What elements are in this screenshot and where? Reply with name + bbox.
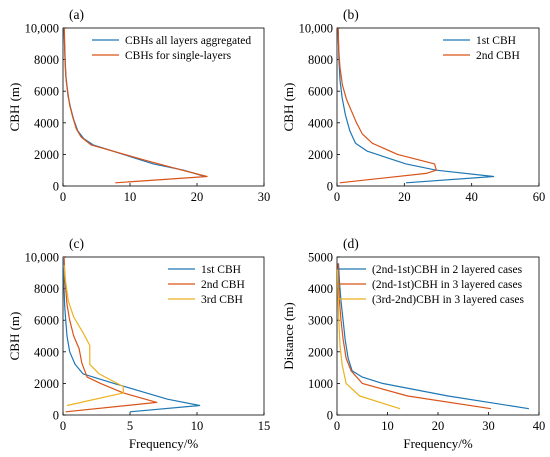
x-axis-label: Frequency/%: [403, 436, 472, 451]
legend-label-1: CBHs all layers aggregated: [125, 35, 251, 47]
series-line-2: [337, 263, 492, 410]
y-tick-label: 6000: [34, 314, 59, 328]
legend-label-3: (3rd-2nd)CBH in 3 layered cases: [372, 294, 525, 306]
y-tick-label: 4000: [308, 116, 333, 130]
y-tick-label: 3000: [308, 314, 333, 328]
y-tick-label: 10,000: [25, 22, 59, 36]
x-tick-label: 20: [398, 190, 411, 204]
y-tick-label: 0: [327, 180, 333, 194]
y-tick-label: 8000: [34, 53, 59, 67]
y-tick-label: 4000: [34, 345, 59, 359]
x-tick-label: 0: [334, 419, 340, 433]
plot-frame: [62, 27, 265, 187]
x-tick-label: 10: [191, 419, 204, 433]
x-tick-label: 60: [533, 190, 546, 204]
chart-panel-1: 0 10 20 30 0 2000 4000 6000 8000 10,000 (a) CBH (m)…: [7, 7, 270, 204]
y-tick-label: 2000: [308, 148, 333, 162]
x-tick-label: 20: [191, 190, 204, 204]
y-axis-label: Distance (m): [281, 302, 296, 370]
series-line-1: [337, 263, 529, 410]
chart-panel-2: 0 20 40 60 0 2000 4000 6000 8000 10,000 (b) CBH (m)…: [281, 7, 545, 204]
y-tick-label: 2000: [308, 345, 333, 359]
legend-label-2: CBHs for single-layers: [125, 50, 232, 62]
plot-frame: [62, 256, 265, 416]
series-line-2: [337, 27, 437, 184]
y-tick-label: 10,000: [25, 251, 59, 265]
y-tick-label: 2000: [34, 148, 59, 162]
x-tick-label: 15: [258, 419, 271, 433]
y-tick-label: 10,000: [299, 22, 333, 36]
y-axis-label: CBH (m): [281, 83, 296, 132]
y-tick-label: 0: [327, 409, 333, 423]
x-tick-label: 40: [533, 419, 546, 433]
y-tick-label: 8000: [308, 53, 333, 67]
series-line-1: [62, 256, 201, 413]
panel-label: (a): [69, 7, 84, 22]
y-tick-label: 1000: [308, 377, 333, 391]
y-tick-label: 0: [53, 180, 59, 194]
y-tick-label: 6000: [308, 85, 333, 99]
panel-label: (d): [343, 236, 359, 251]
legend-label-2: (2nd-1st)CBH in 3 layered cases: [372, 279, 523, 291]
legend-label-2: 2nd CBH: [201, 279, 245, 291]
panel-label: (b): [343, 7, 359, 22]
legend-label-1: 1st CBH: [201, 264, 241, 276]
x-tick-label: 30: [258, 190, 271, 204]
x-tick-label: 5: [127, 419, 133, 433]
y-tick-label: 6000: [34, 85, 59, 99]
x-tick-label: 10: [124, 190, 137, 204]
series-line-2: [63, 256, 158, 413]
y-axis-label: CBH (m): [7, 83, 22, 132]
legend-label-3: 3rd CBH: [201, 294, 243, 306]
legend-label-2: 2nd CBH: [476, 50, 520, 62]
x-tick-label: 0: [60, 190, 66, 204]
series-line-3: [63, 264, 124, 407]
chart-panel-3: 0 5 10 15 0 2000 4000 6000 8000 10,000 (c) CBH (m) F…: [7, 236, 270, 451]
series-line-1: [337, 27, 495, 184]
y-tick-label: 4000: [34, 116, 59, 130]
panel-label: (c): [69, 236, 84, 251]
series-line-3: [336, 269, 401, 410]
x-tick-label: 40: [465, 190, 478, 204]
y-tick-label: 8000: [34, 282, 59, 296]
legend-label-1: (2nd-1st)CBH in 2 layered cases: [372, 264, 523, 276]
legend-label-1: 1st CBH: [476, 35, 516, 47]
y-tick-label: 4000: [308, 282, 333, 296]
y-tick-label: 2000: [34, 377, 59, 391]
y-tick-label: 5000: [308, 251, 333, 265]
x-axis-label: Frequency/%: [129, 436, 198, 451]
x-tick-label: 30: [482, 419, 495, 433]
x-tick-label: 0: [334, 190, 340, 204]
plot-frame: [336, 27, 540, 187]
x-tick-label: 10: [381, 419, 394, 433]
x-tick-label: 20: [432, 419, 445, 433]
series-line-2: [63, 27, 208, 184]
y-axis-label: CBH (m): [7, 312, 22, 361]
x-tick-label: 0: [60, 419, 66, 433]
chart-panel-4: 0 10 20 30 40 0 1000 2000 3000 4000 5000 (d) Distanc…: [281, 236, 545, 451]
y-tick-label: 0: [53, 409, 59, 423]
